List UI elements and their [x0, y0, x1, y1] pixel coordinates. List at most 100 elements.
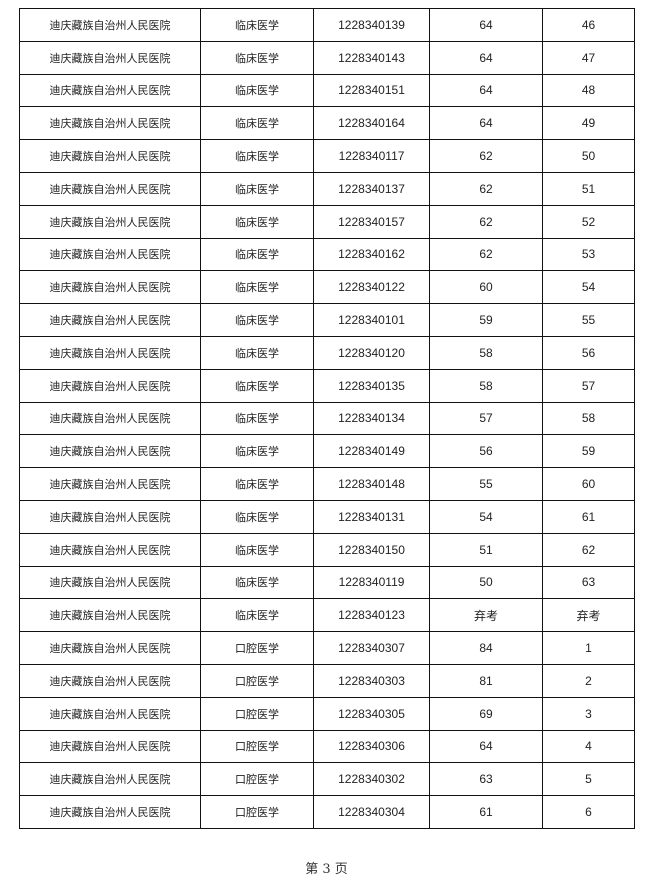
hospital-cell: 迪庆藏族自治州人民医院	[19, 171, 201, 206]
table-row: 迪庆藏族自治州人民医院 临床医学 1228340135 58 57	[19, 368, 635, 403]
hospital-cell: 迪庆藏族自治州人民医院	[19, 762, 201, 797]
score-cell: 55	[429, 467, 543, 501]
hospital-cell: 迪庆藏族自治州人民医院	[19, 401, 201, 436]
exam-id-cell: 1228340123	[313, 598, 430, 633]
hospital-cell: 迪庆藏族自治州人民医院	[19, 40, 201, 75]
table-row: 迪庆藏族自治州人民医院 口腔医学 1228340306 64 4	[19, 729, 635, 764]
score-cell: 62	[429, 171, 543, 206]
table-row: 迪庆藏族自治州人民医院 临床医学 1228340162 62 53	[19, 237, 635, 272]
hospital-cell: 迪庆藏族自治州人民医院	[19, 303, 201, 337]
exam-id-cell: 1228340122	[313, 270, 430, 305]
table-row: 迪庆藏族自治州人民医院 临床医学 1228340148 55 60	[19, 467, 635, 501]
rank-cell: 57	[542, 368, 635, 403]
table-row: 迪庆藏族自治州人民医院 临床医学 1228340117 62 50	[19, 139, 635, 173]
table-row: 迪庆藏族自治州人民医院 临床医学 1228340139 64 46	[19, 8, 635, 42]
score-cell: 50	[429, 565, 543, 600]
major-cell: 临床医学	[200, 532, 314, 567]
hospital-cell: 迪庆藏族自治州人民医院	[19, 237, 201, 272]
table-row: 迪庆藏族自治州人民医院 临床医学 1228340101 59 55	[19, 303, 635, 337]
score-cell: 69	[429, 696, 543, 731]
rank-cell: 60	[542, 467, 635, 501]
score-cell: 81	[429, 663, 543, 698]
hospital-cell: 迪庆藏族自治州人民医院	[19, 73, 201, 108]
exam-id-cell: 1228340164	[313, 106, 430, 141]
major-cell: 口腔医学	[200, 795, 314, 829]
score-cell: 57	[429, 401, 543, 436]
results-table: 迪庆藏族自治州人民医院 临床医学 1228340139 64 46 迪庆藏族自治州人民医院…	[19, 8, 635, 829]
hospital-cell: 迪庆藏族自治州人民医院	[19, 598, 201, 633]
rank-cell: 46	[542, 8, 635, 42]
major-cell: 临床医学	[200, 401, 314, 436]
score-cell: 58	[429, 335, 543, 370]
rank-cell: 49	[542, 106, 635, 141]
major-cell: 临床医学	[200, 237, 314, 272]
table-row: 迪庆藏族自治州人民医院 临床医学 1228340164 64 49	[19, 106, 635, 141]
table-row: 迪庆藏族自治州人民医院 口腔医学 1228340303 81 2	[19, 663, 635, 698]
exam-id-cell: 1228340302	[313, 762, 430, 797]
exam-id-cell: 1228340303	[313, 663, 430, 698]
table-row: 迪庆藏族自治州人民医院 口腔医学 1228340302 63 5	[19, 762, 635, 797]
table-row: 迪庆藏族自治州人民医院 临床医学 1228340131 54 61	[19, 499, 635, 534]
exam-id-cell: 1228340151	[313, 73, 430, 108]
exam-id-cell: 1228340101	[313, 303, 430, 337]
major-cell: 临床医学	[200, 434, 314, 469]
major-cell: 临床医学	[200, 335, 314, 370]
table-row: 迪庆藏族自治州人民医院 临床医学 1228340143 64 47	[19, 40, 635, 75]
score-cell: 64	[429, 106, 543, 141]
rank-cell: 3	[542, 696, 635, 731]
exam-id-cell: 1228340150	[313, 532, 430, 567]
hospital-cell: 迪庆藏族自治州人民医院	[19, 663, 201, 698]
exam-id-cell: 1228340307	[313, 631, 430, 665]
rank-cell: 6	[542, 795, 635, 829]
hospital-cell: 迪庆藏族自治州人民医院	[19, 139, 201, 173]
exam-id-cell: 1228340148	[313, 467, 430, 501]
major-cell: 临床医学	[200, 73, 314, 108]
major-cell: 临床医学	[200, 467, 314, 501]
hospital-cell: 迪庆藏族自治州人民医院	[19, 106, 201, 141]
score-cell: 61	[429, 795, 543, 829]
hospital-cell: 迪庆藏族自治州人民医院	[19, 696, 201, 731]
exam-id-cell: 1228340306	[313, 729, 430, 764]
hospital-cell: 迪庆藏族自治州人民医院	[19, 565, 201, 600]
table-row: 迪庆藏族自治州人民医院 临床医学 1228340150 51 62	[19, 532, 635, 567]
rank-cell: 58	[542, 401, 635, 436]
hospital-cell: 迪庆藏族自治州人民医院	[19, 532, 201, 567]
score-cell: 56	[429, 434, 543, 469]
rank-cell: 63	[542, 565, 635, 600]
score-cell: 64	[429, 40, 543, 75]
rank-cell: 弃考	[542, 598, 635, 633]
major-cell: 口腔医学	[200, 696, 314, 731]
score-cell: 58	[429, 368, 543, 403]
exam-id-cell: 1228340162	[313, 237, 430, 272]
rank-cell: 55	[542, 303, 635, 337]
hospital-cell: 迪庆藏族自治州人民医院	[19, 434, 201, 469]
hospital-cell: 迪庆藏族自治州人民医院	[19, 204, 201, 239]
score-cell: 64	[429, 73, 543, 108]
rank-cell: 62	[542, 532, 635, 567]
major-cell: 临床医学	[200, 499, 314, 534]
score-cell: 63	[429, 762, 543, 797]
table-row: 迪庆藏族自治州人民医院 临床医学 1228340149 56 59	[19, 434, 635, 469]
table-row: 迪庆藏族自治州人民医院 临床医学 1228340123 弃考 弃考	[19, 598, 635, 633]
table-row: 迪庆藏族自治州人民医院 临床医学 1228340122 60 54	[19, 270, 635, 305]
rank-cell: 48	[542, 73, 635, 108]
rank-cell: 52	[542, 204, 635, 239]
table-row: 迪庆藏族自治州人民医院 临床医学 1228340120 58 56	[19, 335, 635, 370]
rank-cell: 61	[542, 499, 635, 534]
major-cell: 临床医学	[200, 270, 314, 305]
rank-cell: 2	[542, 663, 635, 698]
major-cell: 临床医学	[200, 598, 314, 633]
exam-id-cell: 1228340131	[313, 499, 430, 534]
score-cell: 84	[429, 631, 543, 665]
major-cell: 临床医学	[200, 303, 314, 337]
table-row: 迪庆藏族自治州人民医院 临床医学 1228340134 57 58	[19, 401, 635, 436]
major-cell: 临床医学	[200, 171, 314, 206]
rank-cell: 56	[542, 335, 635, 370]
major-cell: 临床医学	[200, 40, 314, 75]
exam-id-cell: 1228340304	[313, 795, 430, 829]
exam-id-cell: 1228340137	[313, 171, 430, 206]
score-cell: 64	[429, 8, 543, 42]
score-cell: 62	[429, 204, 543, 239]
exam-id-cell: 1228340135	[313, 368, 430, 403]
exam-id-cell: 1228340120	[313, 335, 430, 370]
